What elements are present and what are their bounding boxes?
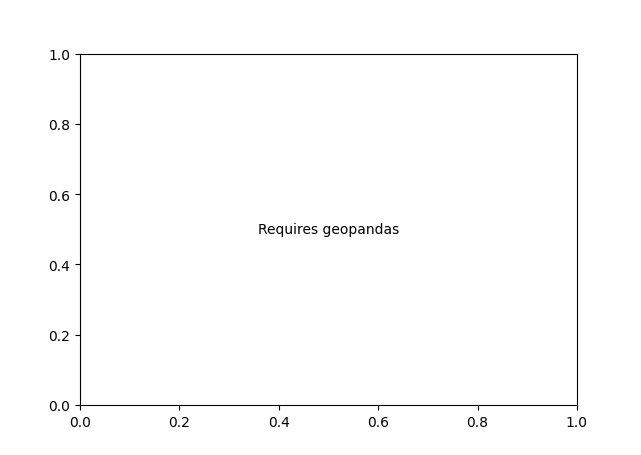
Text: Requires geopandas: Requires geopandas <box>258 223 399 237</box>
